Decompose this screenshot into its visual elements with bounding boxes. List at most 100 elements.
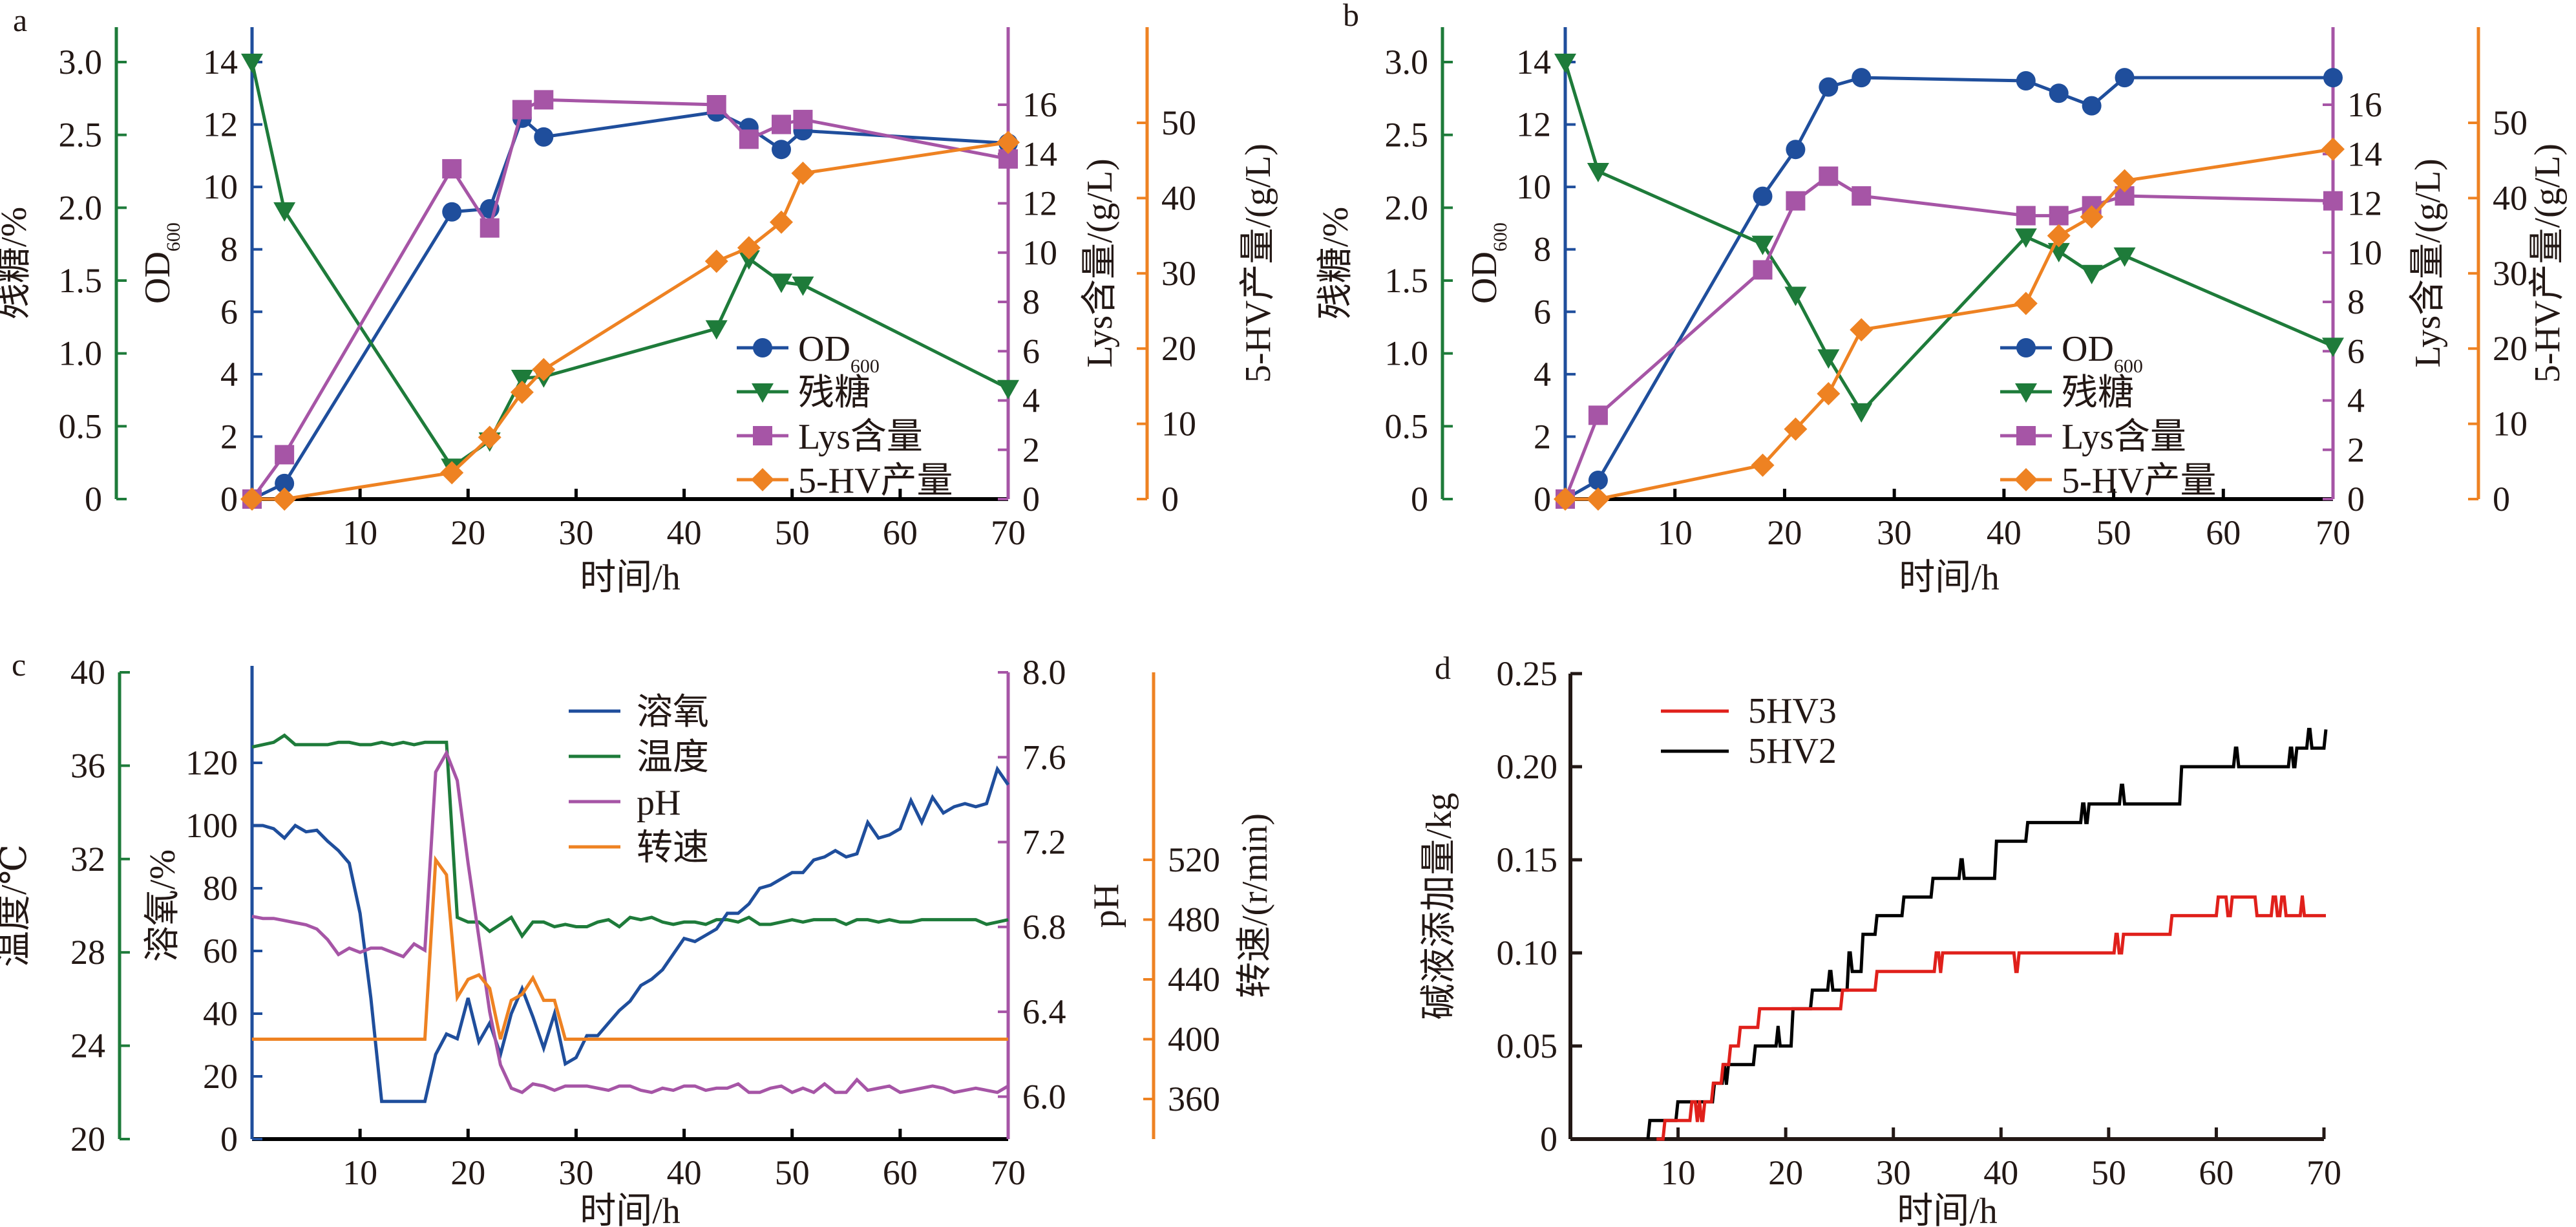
panel-label-d: d [1435,650,1451,686]
do-tick-label: 20 [203,1057,238,1096]
od-tick-label: 14 [203,43,238,81]
data-point-hv [1817,382,1841,406]
legend-label: 5HV2 [1748,731,1837,771]
temp-tick-label: 20 [70,1120,105,1158]
legend-marker [2015,383,2037,403]
data-point-hv [2113,169,2137,193]
sugar-tick-label: 2.0 [59,188,103,227]
data-point-hv [532,357,556,381]
x-tick-label: 70 [2316,513,2350,552]
od-axis-title-sub: 600 [1490,222,1511,251]
sugar-tick-label: 1.5 [59,261,103,300]
sugar-tick-label: 2.0 [1385,188,1429,227]
data-point-sugar [241,54,263,73]
hv-tick-label: 0 [1161,480,1179,518]
series-line-sugar [250,61,1009,469]
series-line-temp [251,733,1009,939]
data-point-lys [442,159,462,179]
legend-marker [753,426,772,445]
data-point-od [442,202,462,222]
rpm-axis-title: 转速/(r/min) [1235,813,1275,998]
hv-tick-label: 30 [2493,254,2528,293]
temp-axis-title: 温度/℃ [0,844,34,967]
hv-tick-label: 30 [1161,254,1196,293]
data-point-od [2323,68,2343,88]
od-axis-title-main: OD [1464,251,1504,304]
series-line-5HV2 [1646,727,2328,1140]
x-tick-label: 30 [558,513,593,552]
legend-label: OD600 [2062,329,2143,377]
do-tick-label: 0 [220,1120,238,1158]
data-point-hv [770,210,793,234]
data-point-hv [1850,318,1874,342]
legend-label-sub: 600 [2114,356,2143,377]
x-axis-label: 时间/h [1897,1191,1998,1227]
od-tick-label: 12 [203,105,238,144]
data-point-od [275,473,295,493]
data-point-lys [772,114,791,134]
hv-axis-title: 5-HV产量/(g/L) [2528,144,2568,383]
lys-tick-label: 14 [2347,134,2382,173]
rpm-tick-label: 440 [1168,960,1220,999]
data-point-sugar [2014,228,2037,248]
od-tick-label: 12 [1516,105,1551,144]
data-point-lys [706,95,726,114]
x-tick-label: 10 [1658,513,1693,552]
legend-label: OD600 [798,329,880,377]
sugar-tick-label: 0 [1411,480,1428,518]
do-axis-title: 溶氧/% [143,849,183,962]
hv-tick-label: 40 [1161,178,1196,217]
sugar-tick-label: 0.5 [1385,407,1429,445]
data-point-lys [2049,206,2069,226]
data-point-lys [739,129,759,149]
od-tick-label: 2 [1534,417,1551,456]
sugar-tick-label: 1.0 [59,334,103,373]
lys-axis-title: Lys含量/(g/L) [1080,158,1120,368]
data-point-hv [2321,137,2345,161]
lys-tick-label: 0 [2347,480,2365,518]
data-point-hv [704,250,728,273]
data-point-od [1588,471,1608,491]
legend-marker [2016,338,2036,357]
od-tick-label: 6 [220,292,238,331]
legend-marker [752,383,774,403]
lys-tick-label: 12 [1022,184,1057,223]
data-point-hv [2047,224,2071,248]
ph-tick-label: 8.0 [1022,653,1066,692]
panel-c: 10 20 30 40 50 60 70时间/h2024283236400204060801… [0,653,1275,1227]
legend-label: 残糖 [798,373,871,413]
data-point-hv [2080,205,2104,229]
od-tick-label: 14 [1516,43,1551,81]
hv-tick-label: 40 [2493,178,2528,217]
od-tick-label: 10 [1516,167,1551,206]
legend-label-text: OD [2062,329,2114,369]
lys-tick-label: 8 [1022,283,1040,321]
x-tick-label: 60 [2206,513,2241,552]
x-tick-label: 70 [2307,1153,2341,1192]
legend-label-text: 5-HV产量 [2062,461,2217,501]
data-point-sugar [1554,54,1576,73]
hv-tick-label: 20 [1161,329,1196,368]
x-tick-label: 50 [2096,513,2131,552]
data-point-sugar [273,202,296,222]
hv-axis-title: 5-HV产量/(g/L) [1238,144,1278,383]
x-axis-label: 时间/h [580,1191,681,1227]
data-point-od [1753,186,1773,206]
hv-tick-label: 50 [2493,103,2528,142]
x-tick-label: 30 [1877,513,1912,552]
sugar-tick-label: 2.5 [1385,116,1429,155]
legend-label: pH [637,783,681,823]
temp-tick-label: 36 [70,746,105,785]
x-tick-label: 70 [991,513,1026,552]
lys-tick-label: 2 [2347,431,2365,469]
legend-label-text: 残糖 [798,373,871,413]
ph-tick-label: 6.0 [1022,1077,1066,1116]
data-point-sugar [737,250,760,270]
x-axis-label: 时间/h [1899,558,2000,598]
series-line-do [252,765,1010,1104]
data-point-sugar [1751,235,1774,255]
y-tick-label: 0.20 [1497,747,1558,786]
rpm-tick-label: 480 [1168,901,1220,939]
od-axis-title: OD600 [138,222,184,304]
od-tick-label: 6 [1534,292,1551,331]
